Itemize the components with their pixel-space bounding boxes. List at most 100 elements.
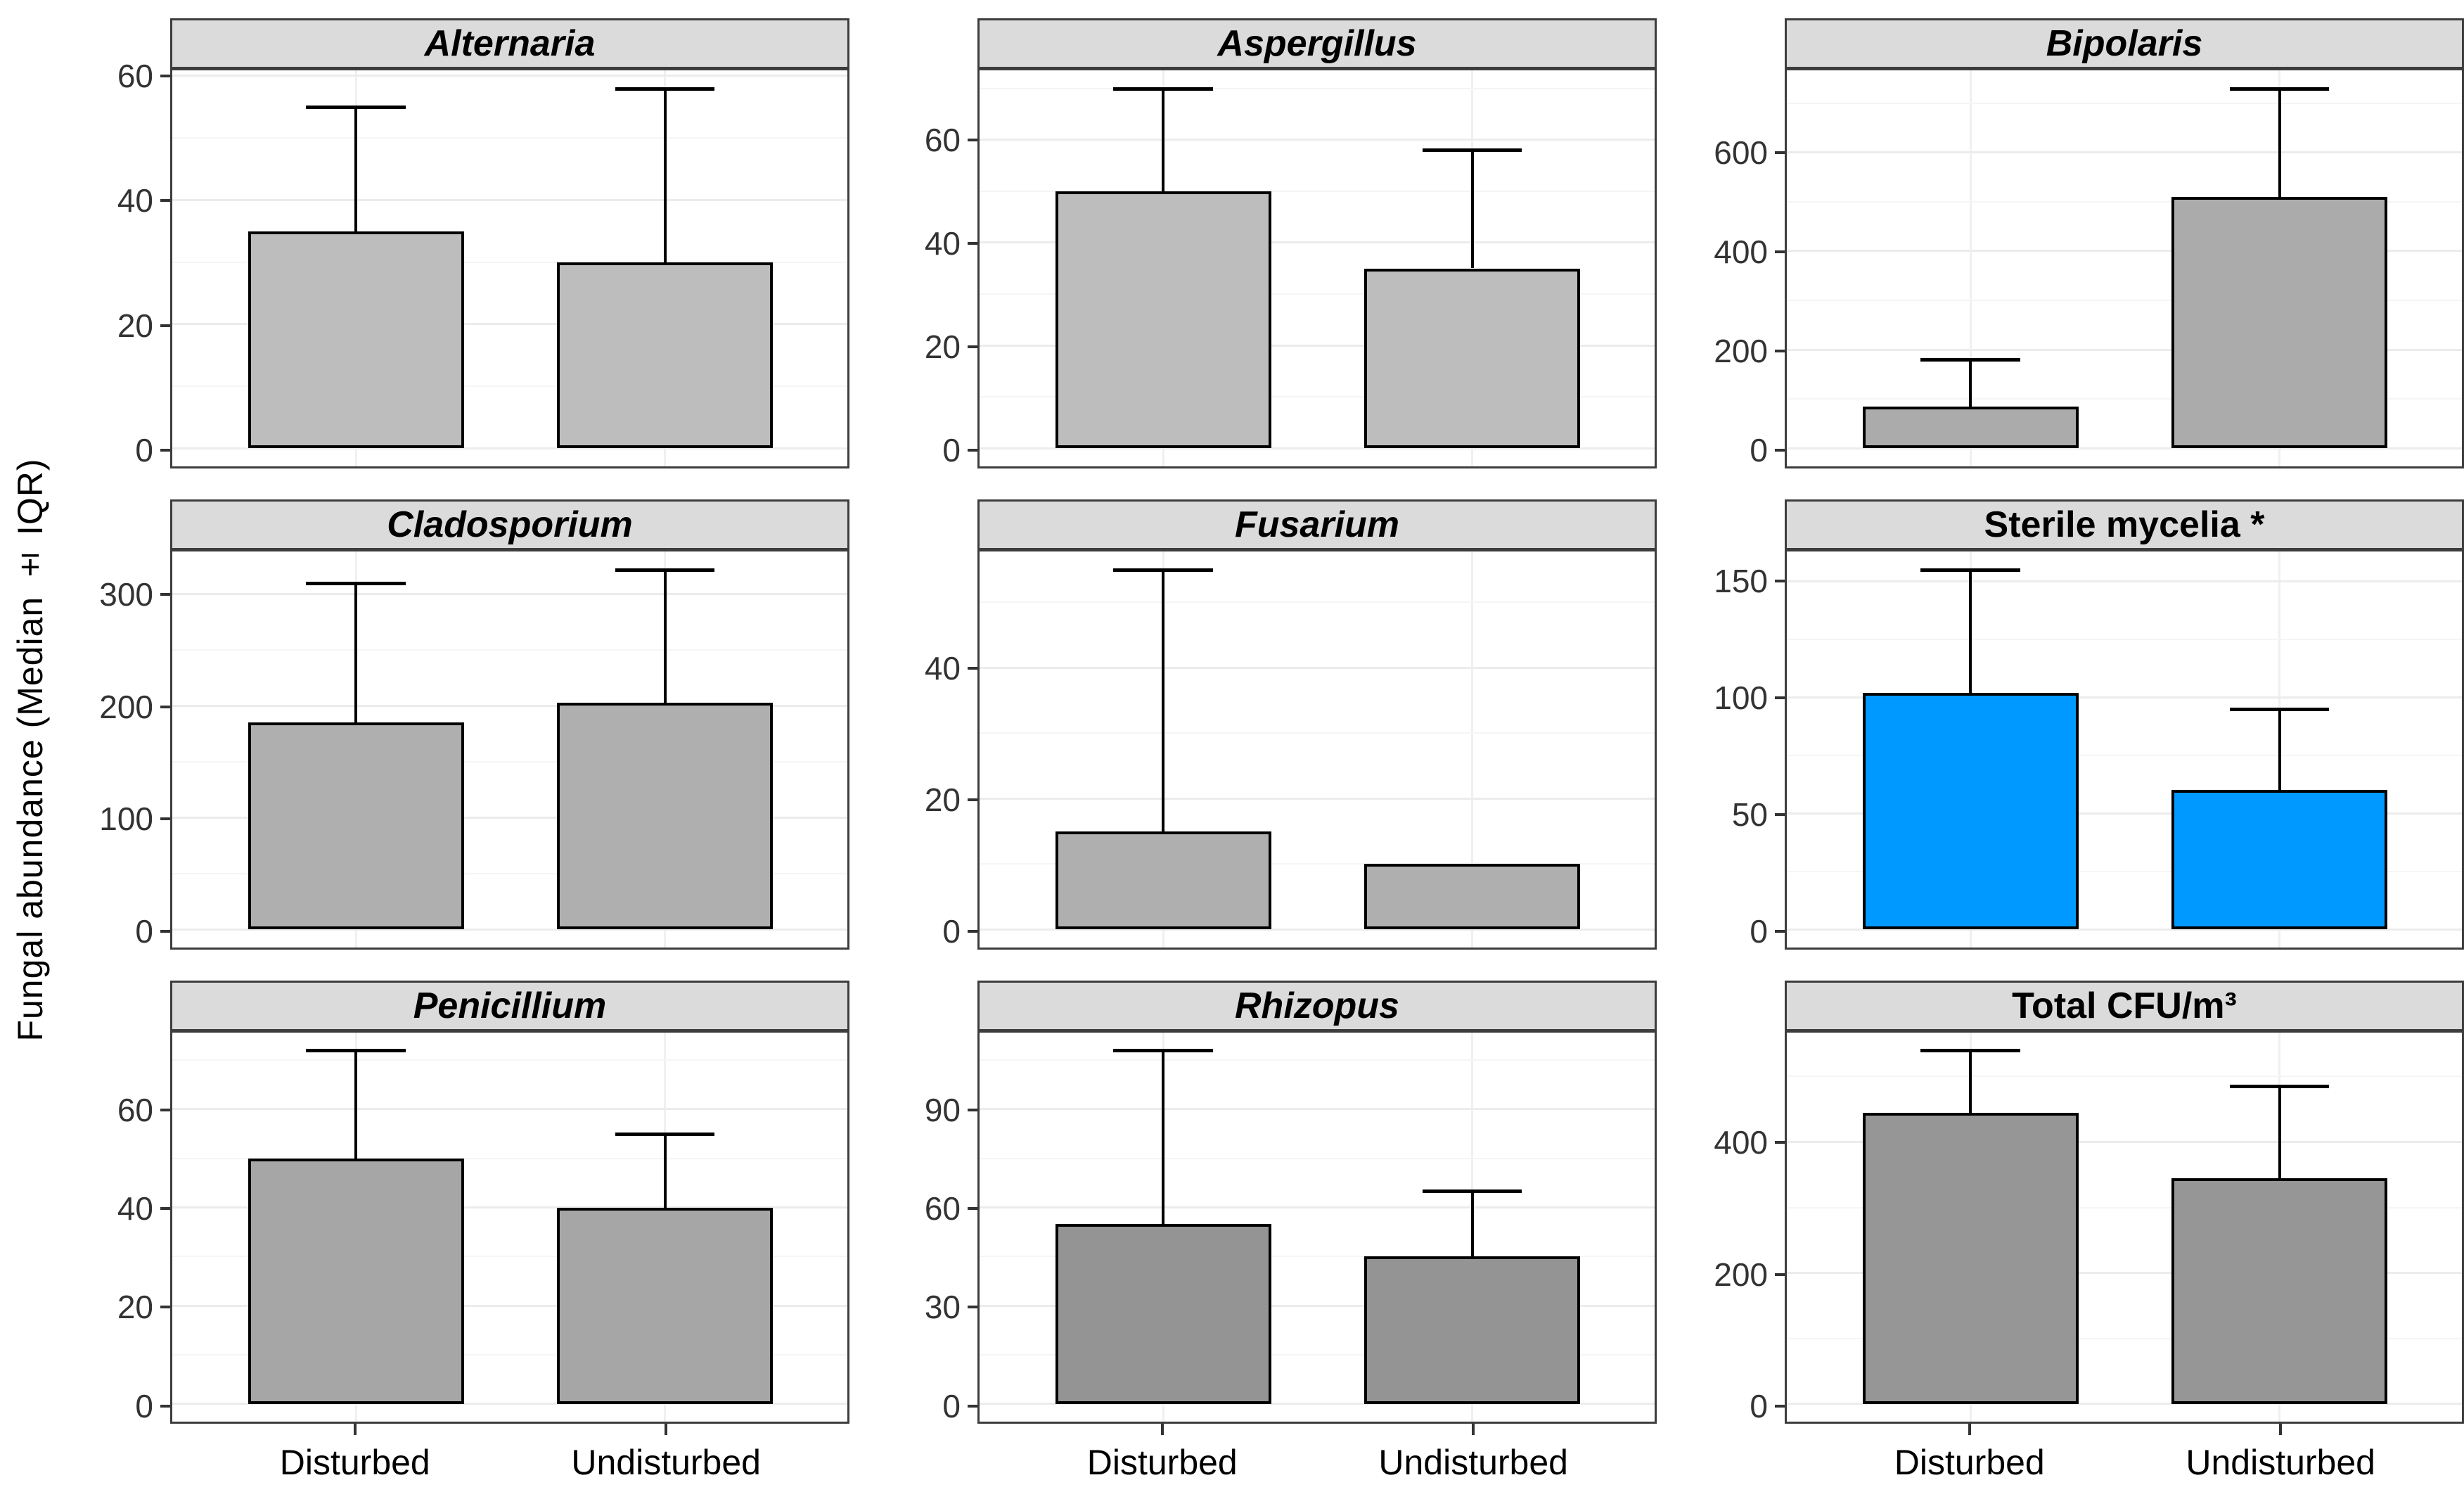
y-tick-label: 200	[1714, 333, 1768, 370]
panel-cladosporium: 0 100 200 300 Cladosporium	[68, 499, 849, 950]
y-tick-mark	[1775, 930, 1785, 933]
plot-area-rhizopus	[977, 1033, 1657, 1424]
error-bar-line-disturbed	[354, 1050, 358, 1159]
plot-area-penicillium	[170, 1033, 849, 1424]
minor-gridline	[1787, 870, 2462, 872]
panel-sterile-mycelia: 0 50 100 150 Sterile mycelia *	[1682, 499, 2464, 950]
x-tick-mark	[353, 1424, 357, 1435]
y-tick-label: 0	[1750, 1387, 1768, 1424]
y-tick-mark	[160, 74, 170, 77]
y-tick-mark	[160, 1306, 170, 1309]
error-bar-line-disturbed	[1162, 1050, 1165, 1224]
major-gridline	[172, 1403, 847, 1405]
plot-area-aspergillus	[977, 70, 1657, 468]
bar-disturbed	[248, 231, 464, 449]
y-tick-mark	[968, 1108, 977, 1111]
minor-gridline	[172, 261, 847, 263]
minor-gridline	[980, 190, 1655, 192]
error-bar-line-undisturbed	[663, 569, 667, 703]
bar-disturbed	[1862, 1112, 2079, 1404]
x-category-label: Disturbed	[279, 1443, 430, 1482]
y-tick-mark	[1775, 1141, 1785, 1144]
bar-disturbed	[1055, 1223, 1271, 1404]
y-tick-label: 200	[99, 688, 153, 725]
facet-grid: 0 20 40 60 Alternaria 0 20 40 60 Aspergillus 0 200 4…	[68, 18, 2464, 1499]
panel-alternaria: 0 20 40 60 Alternaria	[68, 18, 849, 468]
y-tick-mark	[1775, 250, 1785, 254]
minor-gridline	[980, 293, 1655, 295]
y-tick-mark	[968, 1306, 977, 1309]
error-bar-cap-disturbed	[306, 581, 406, 585]
bar-disturbed	[1862, 406, 2079, 449]
error-bar-cap-undisturbed	[615, 568, 715, 572]
x-axis-penicillium: Disturbed Undisturbed	[170, 1424, 849, 1499]
major-gridline	[980, 344, 1655, 347]
facet-strip-title: Fusarium	[1234, 504, 1400, 545]
error-bar-line-disturbed	[1969, 569, 1972, 693]
minor-gridline	[980, 1059, 1655, 1061]
facet-row: 0 20 40 60 Alternaria 0 20 40 60 Aspergillus 0 200 4…	[68, 18, 2464, 468]
panel-rhizopus: 0 30 60 90 Rhizopus Disturbed Undisturbed	[875, 981, 1657, 1499]
major-gridline	[980, 447, 1655, 449]
error-bar-cap-disturbed	[306, 106, 406, 110]
major-gridline	[172, 705, 847, 707]
x-axis-rhizopus: Disturbed Undisturbed	[977, 1424, 1657, 1499]
facet-strip: Aspergillus	[977, 18, 1657, 70]
y-tick-label: 40	[924, 650, 961, 687]
major-gridline	[172, 1206, 847, 1209]
y-tick-mark	[968, 930, 977, 933]
y-tick-label: 600	[1714, 134, 1768, 172]
major-gridline	[980, 928, 1655, 931]
error-bar-cap-undisturbed	[2230, 1085, 2330, 1089]
facet-strip: Sterile mycelia *	[1785, 499, 2464, 551]
facet-row: 0 100 200 300 Cladosporium 0 20 40 Fusarium 0 50 10…	[68, 499, 2464, 950]
y-tick-mark	[160, 817, 170, 821]
y-tick-label: 300	[99, 575, 153, 613]
y-tick-mark	[160, 449, 170, 452]
y-tick-mark	[968, 1404, 977, 1408]
minor-gridline	[172, 649, 847, 651]
y-tick-label: 50	[1731, 796, 1768, 834]
x-category-label: Disturbed	[1894, 1443, 2045, 1482]
error-bar-cap-disturbed	[1113, 568, 1213, 572]
minor-gridline	[1787, 1337, 2462, 1339]
minor-gridline	[172, 760, 847, 763]
major-gridline	[172, 1108, 847, 1111]
bar-undisturbed	[557, 262, 774, 449]
major-gridline	[1787, 812, 2462, 815]
major-gridline	[172, 447, 847, 449]
major-gridline	[980, 241, 1655, 244]
error-bar-cap-disturbed	[1113, 87, 1213, 91]
y-tick-label: 0	[135, 913, 153, 950]
major-gridline	[980, 1304, 1655, 1307]
y-tick-label: 40	[117, 182, 153, 219]
major-gridline	[1787, 250, 2462, 253]
facet-strip-title: Penicillium	[413, 985, 607, 1026]
plot-area-alternaria	[170, 70, 849, 468]
error-bar-cap-disturbed	[1920, 1049, 2020, 1053]
minor-gridline	[172, 1256, 847, 1258]
facet-row: 0 20 40 60 Penicillium Disturbed Undisturbed 0 3…	[68, 981, 2464, 1499]
error-bar-line-disturbed	[1969, 359, 1972, 407]
major-gridline	[172, 593, 847, 596]
y-tick-mark	[1775, 151, 1785, 155]
facet-strip-title: Aspergillus	[1217, 23, 1417, 64]
y-tick-mark	[1775, 813, 1785, 817]
error-bar-cap-undisturbed	[2230, 707, 2330, 711]
minor-gridline	[1787, 300, 2462, 302]
x-axis-total-cfu-m: Disturbed Undisturbed	[1785, 1424, 2464, 1499]
facet-strip: Fusarium	[977, 499, 1657, 551]
y-tick-label: 20	[924, 782, 961, 819]
y-tick-mark	[968, 1206, 977, 1210]
y-axis-rhizopus: 0 30 60 90	[875, 1033, 977, 1424]
x-gridline	[1969, 70, 1972, 466]
y-tick-label: 60	[117, 57, 153, 94]
y-tick-mark	[968, 242, 977, 245]
major-gridline	[172, 198, 847, 201]
y-tick-mark	[1775, 449, 1785, 452]
major-gridline	[1787, 151, 2462, 154]
y-tick-label: 0	[942, 432, 961, 469]
error-bar-line-disturbed	[354, 582, 358, 723]
error-bar-line-disturbed	[1162, 88, 1165, 191]
y-tick-mark	[160, 705, 170, 708]
